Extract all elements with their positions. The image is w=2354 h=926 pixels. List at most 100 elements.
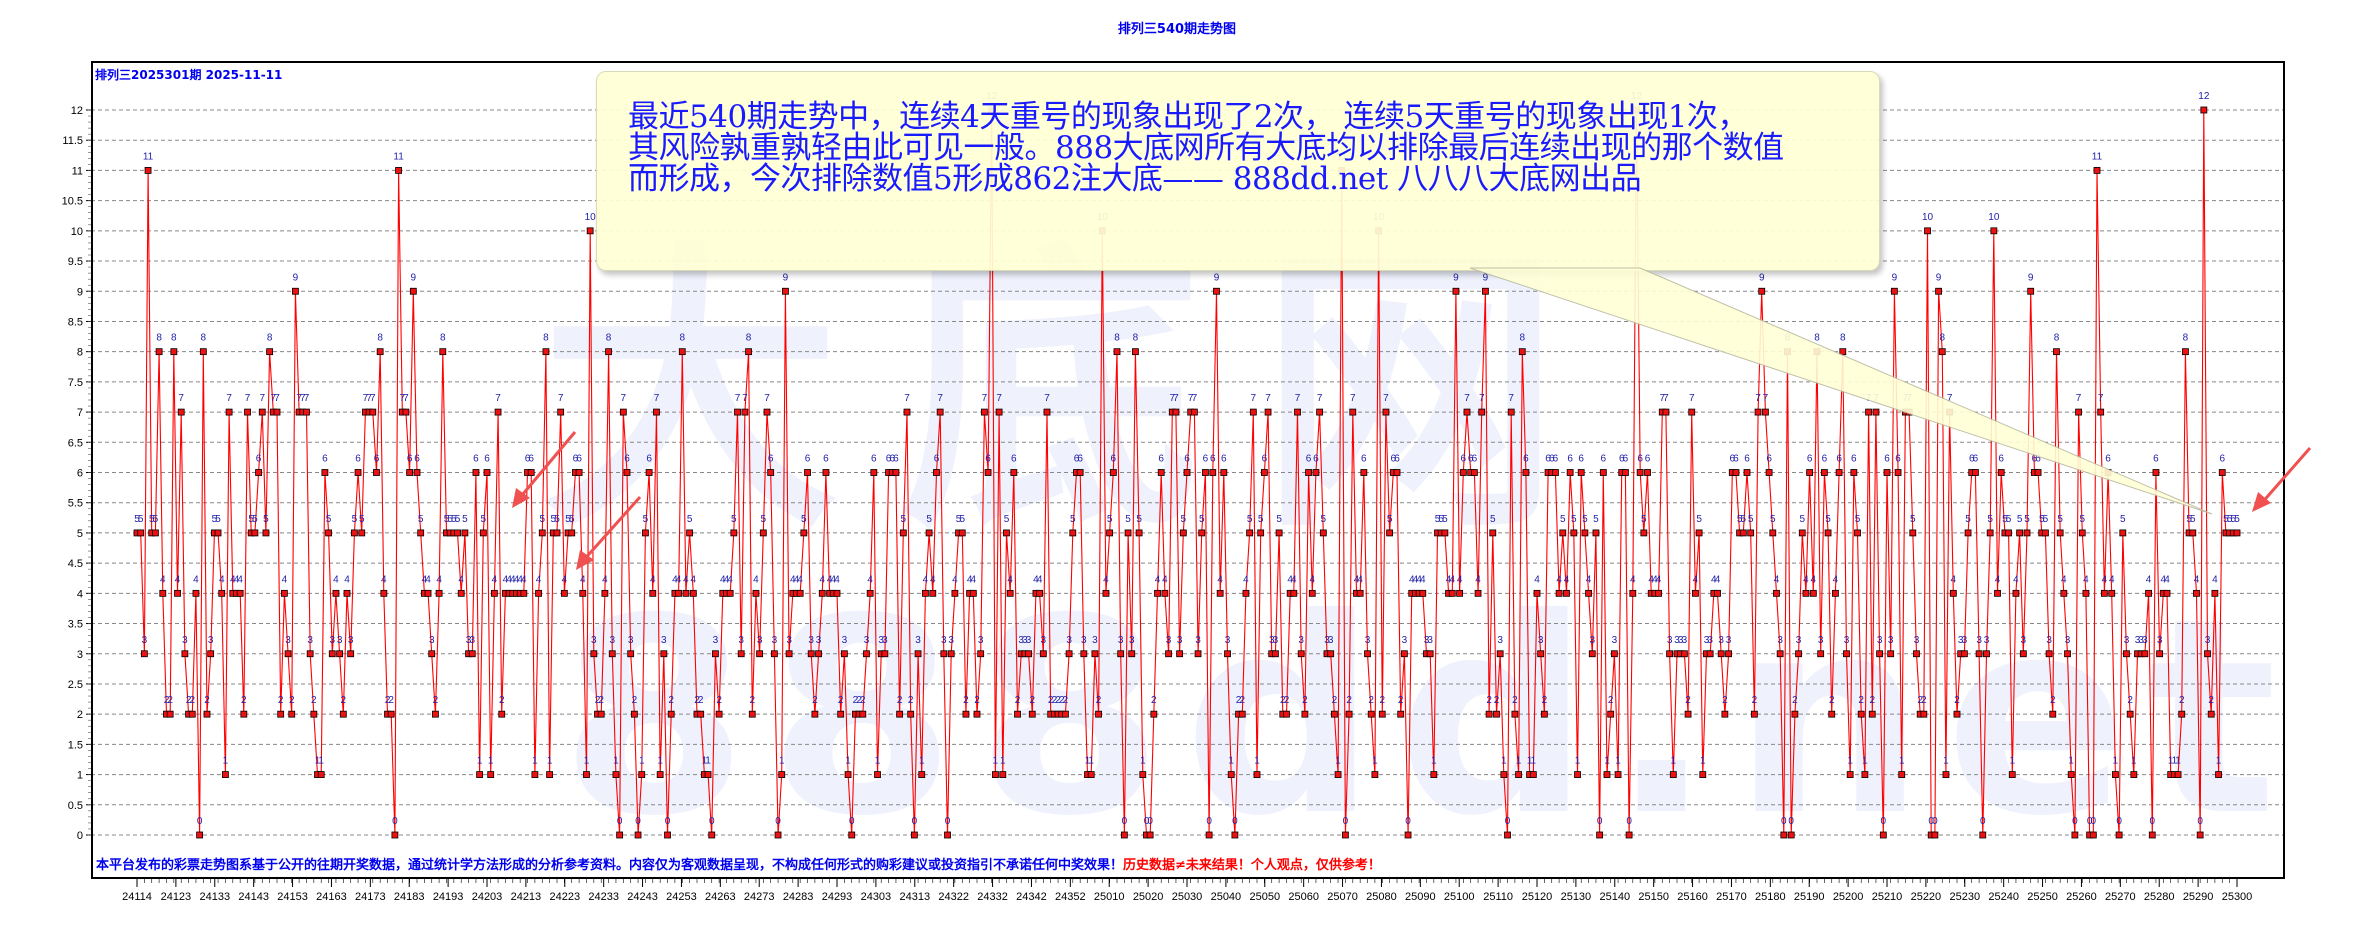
svg-text:5: 5: [2002, 514, 2008, 525]
svg-text:2: 2: [856, 695, 862, 706]
svg-text:4: 4: [1357, 574, 1363, 585]
svg-text:5: 5: [1181, 514, 1187, 525]
svg-text:10.5: 10.5: [62, 196, 83, 208]
svg-text:7: 7: [742, 393, 748, 404]
svg-text:7: 7: [937, 393, 943, 404]
svg-text:7: 7: [982, 393, 988, 404]
svg-text:3: 3: [713, 635, 719, 646]
svg-text:6: 6: [256, 454, 262, 465]
svg-text:1: 1: [779, 756, 785, 767]
svg-text:3: 3: [1129, 635, 1135, 646]
svg-text:1: 1: [845, 756, 851, 767]
svg-text:6: 6: [886, 454, 892, 465]
svg-text:3: 3: [1269, 635, 1275, 646]
svg-text:5: 5: [643, 514, 649, 525]
svg-text:5: 5: [731, 514, 737, 525]
svg-text:7: 7: [259, 393, 265, 404]
svg-text:24143: 24143: [238, 891, 269, 903]
svg-text:6: 6: [934, 454, 940, 465]
svg-text:5: 5: [1741, 514, 1747, 525]
svg-text:5: 5: [1748, 514, 1754, 525]
svg-text:5: 5: [1276, 514, 1282, 525]
svg-text:4: 4: [344, 574, 350, 585]
svg-text:6: 6: [1111, 454, 1117, 465]
svg-text:5: 5: [1855, 514, 1861, 525]
svg-text:7: 7: [1251, 393, 1257, 404]
svg-text:6: 6: [322, 454, 328, 465]
svg-text:0: 0: [945, 816, 951, 827]
svg-text:3: 3: [337, 635, 343, 646]
svg-text:1: 1: [1700, 756, 1706, 767]
svg-text:3: 3: [1796, 635, 1802, 646]
svg-text:7: 7: [735, 393, 741, 404]
svg-text:3: 3: [786, 635, 792, 646]
svg-text:4: 4: [1656, 574, 1662, 585]
svg-text:3: 3: [1424, 635, 1430, 646]
svg-text:4: 4: [2164, 574, 2170, 585]
svg-text:2: 2: [1015, 695, 1021, 706]
svg-text:5: 5: [554, 514, 560, 525]
svg-text:4: 4: [333, 574, 339, 585]
svg-text:7: 7: [996, 393, 1002, 404]
svg-text:5: 5: [1438, 514, 1444, 525]
svg-text:3: 3: [1589, 635, 1595, 646]
svg-text:1: 1: [1899, 756, 1905, 767]
svg-text:0: 0: [2116, 816, 2122, 827]
svg-text:7: 7: [399, 393, 405, 404]
svg-text:7: 7: [1383, 393, 1389, 404]
svg-text:8: 8: [377, 333, 383, 344]
svg-text:3: 3: [2124, 635, 2130, 646]
svg-text:3: 3: [2135, 635, 2141, 646]
svg-text:7: 7: [621, 393, 627, 404]
svg-text:6: 6: [2219, 454, 2225, 465]
svg-text:24243: 24243: [627, 891, 658, 903]
svg-text:8: 8: [171, 333, 177, 344]
svg-text:4: 4: [517, 574, 523, 585]
svg-text:3: 3: [1726, 635, 1732, 646]
svg-text:24153: 24153: [277, 891, 308, 903]
svg-text:2: 2: [1029, 695, 1035, 706]
svg-text:4: 4: [971, 574, 977, 585]
svg-text:8: 8: [156, 333, 162, 344]
callout-line-2: 其风险孰重孰轻由此可见一般。888大底网所有大底均以排除最后连续出现的那个数值: [628, 130, 1784, 166]
svg-text:6: 6: [414, 454, 420, 465]
svg-text:7: 7: [363, 393, 369, 404]
svg-text:7: 7: [558, 393, 564, 404]
svg-text:2: 2: [698, 695, 704, 706]
svg-text:11: 11: [72, 165, 83, 177]
svg-text:4: 4: [676, 574, 682, 585]
svg-text:7: 7: [495, 393, 501, 404]
svg-text:4: 4: [1420, 574, 1426, 585]
svg-text:5: 5: [134, 514, 140, 525]
svg-text:4: 4: [2013, 574, 2019, 585]
svg-text:4: 4: [1630, 574, 1636, 585]
svg-text:0: 0: [1232, 816, 1238, 827]
svg-text:4: 4: [1715, 574, 1721, 585]
svg-text:1: 1: [1431, 756, 1437, 767]
svg-text:5: 5: [77, 528, 83, 540]
svg-text:1: 1: [1254, 756, 1260, 767]
svg-text:1: 1: [993, 756, 999, 767]
svg-text:1: 1: [1516, 756, 1522, 767]
svg-text:0: 0: [709, 816, 715, 827]
svg-text:1: 1: [1862, 756, 1868, 767]
svg-text:25250: 25250: [2027, 891, 2058, 903]
svg-text:5: 5: [1825, 514, 1831, 525]
annotation-callout: [596, 71, 1880, 271]
svg-text:4: 4: [1007, 574, 1013, 585]
svg-text:2: 2: [595, 695, 601, 706]
svg-text:3: 3: [1365, 635, 1371, 646]
svg-text:6: 6: [889, 454, 895, 465]
svg-text:3: 3: [1704, 635, 1710, 646]
svg-text:4: 4: [237, 574, 243, 585]
svg-text:1: 1: [1531, 756, 1537, 767]
svg-text:5: 5: [1571, 514, 1577, 525]
svg-text:4: 4: [2212, 574, 2218, 585]
svg-text:3: 3: [1667, 635, 1673, 646]
svg-text:5: 5: [326, 514, 332, 525]
svg-text:4: 4: [724, 574, 730, 585]
svg-text:3: 3: [2205, 635, 2211, 646]
svg-text:6: 6: [1313, 454, 1319, 465]
svg-text:2: 2: [2050, 695, 2056, 706]
svg-text:8: 8: [201, 333, 207, 344]
